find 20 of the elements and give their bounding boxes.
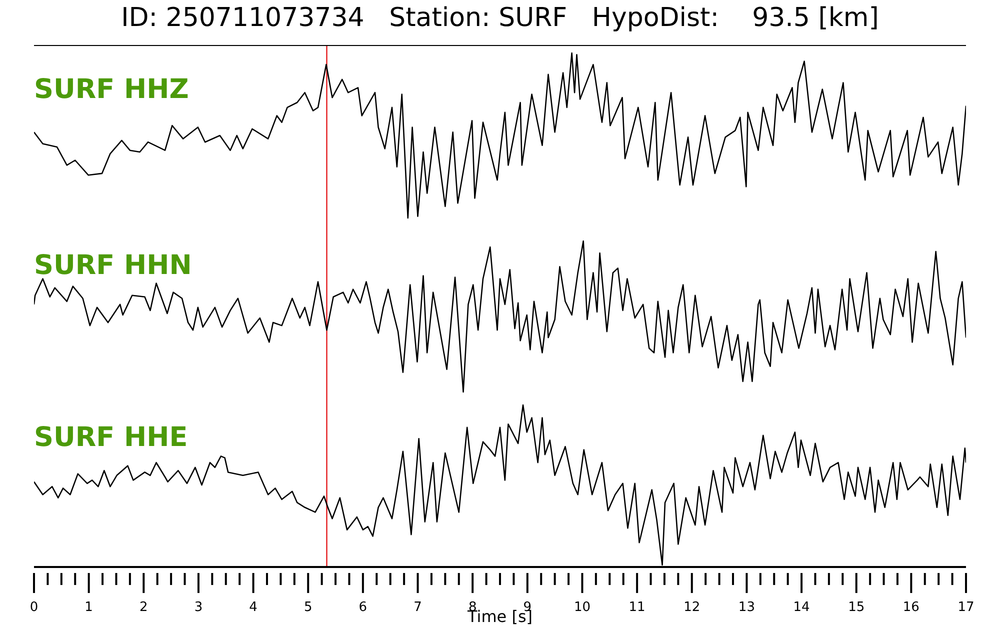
x-tick-label: 1 <box>84 600 93 615</box>
x-tick-label: 5 <box>304 600 312 615</box>
x-tick-label: 17 <box>958 600 974 615</box>
x-tick-label: 13 <box>738 600 755 615</box>
x-tick-label: 2 <box>140 600 148 615</box>
x-tick-label: 15 <box>848 600 865 615</box>
x-tick-label: 11 <box>628 600 646 615</box>
x-tick-label: 16 <box>902 600 920 615</box>
annotation: SURF HHZ <box>34 74 189 105</box>
x-tick-label: 12 <box>684 600 700 615</box>
x-tick-label: 6 <box>358 600 368 615</box>
annotation: SURF HHE <box>34 422 188 453</box>
x-tick-label: 0 <box>30 600 38 615</box>
x-tick-label: 4 <box>249 600 258 615</box>
annotation: SURF HHN <box>34 250 192 281</box>
x-tick-label: 7 <box>414 600 422 615</box>
chart-title: ID: 250711073734 Station: SURF HypoDist: 93.5 [km] <box>120 2 880 34</box>
x-tick-label: 10 <box>574 600 591 615</box>
x-tick-label: 14 <box>793 600 810 615</box>
x-tick-label: 3 <box>194 600 203 615</box>
